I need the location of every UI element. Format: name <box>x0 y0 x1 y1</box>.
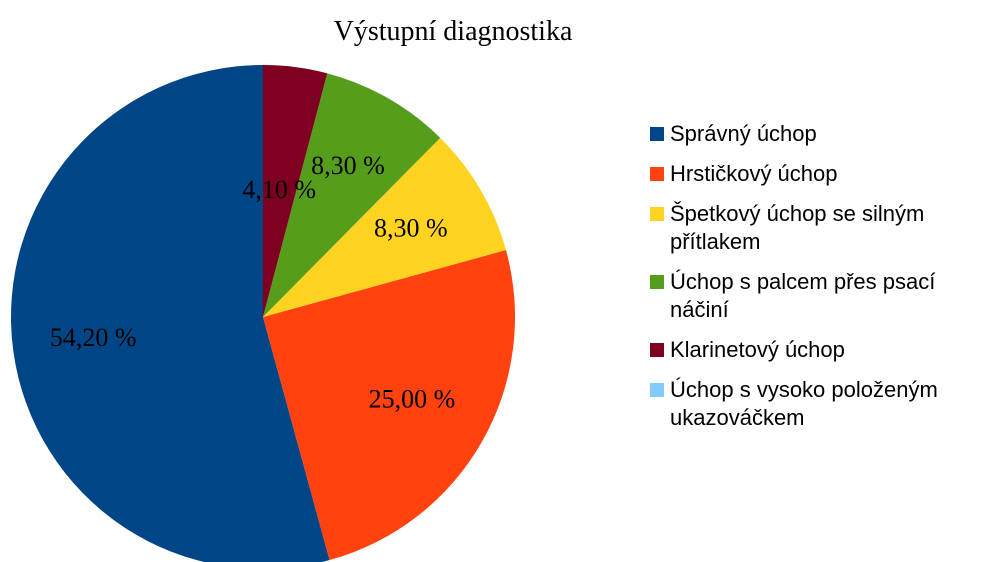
data-label: 8,30 % <box>311 151 385 180</box>
legend-label: Hrstičkový úchop <box>670 161 838 186</box>
pie-slice <box>263 65 328 317</box>
legend-label: Špetkový úchop se silným přítlakem <box>670 201 925 254</box>
chart-title: Výstupní diagnostika <box>334 16 573 47</box>
legend-item: Úchop s palcem přes psací náčiní <box>650 268 990 324</box>
pie-slice <box>263 73 441 318</box>
data-label: 4,10 % <box>242 175 316 204</box>
legend-item: Klarinetový úchop <box>650 336 990 364</box>
legend-label: Správný úchop <box>670 121 817 146</box>
legend-swatch <box>650 167 664 181</box>
legend-swatch <box>650 207 664 221</box>
data-label: 54,20 % <box>50 323 137 352</box>
legend-label: Úchop s vysoko položeným ukazováčkem <box>670 377 938 430</box>
pie-slice <box>263 250 515 561</box>
legend-label: Úchop s palcem přes psací náčiní <box>670 269 936 322</box>
data-label: 25,00 % <box>369 385 456 414</box>
legend-item: Správný úchop <box>650 120 990 148</box>
legend: Správný úchop Hrstičkový úchop Špetkový úc… <box>650 120 990 444</box>
legend-item: Hrstičkový úchop <box>650 160 990 188</box>
legend-swatch <box>650 383 664 397</box>
data-label: 8,30 % <box>374 213 448 242</box>
legend-item: Špetkový úchop se silným přítlakem <box>650 200 990 256</box>
legend-swatch <box>650 275 664 289</box>
legend-swatch <box>650 343 664 357</box>
legend-item: Úchop s vysoko položeným ukazováčkem <box>650 376 990 432</box>
pie-slice <box>11 65 330 562</box>
legend-label: Klarinetový úchop <box>670 337 845 362</box>
pie-slice <box>263 137 506 317</box>
legend-swatch <box>650 127 664 141</box>
